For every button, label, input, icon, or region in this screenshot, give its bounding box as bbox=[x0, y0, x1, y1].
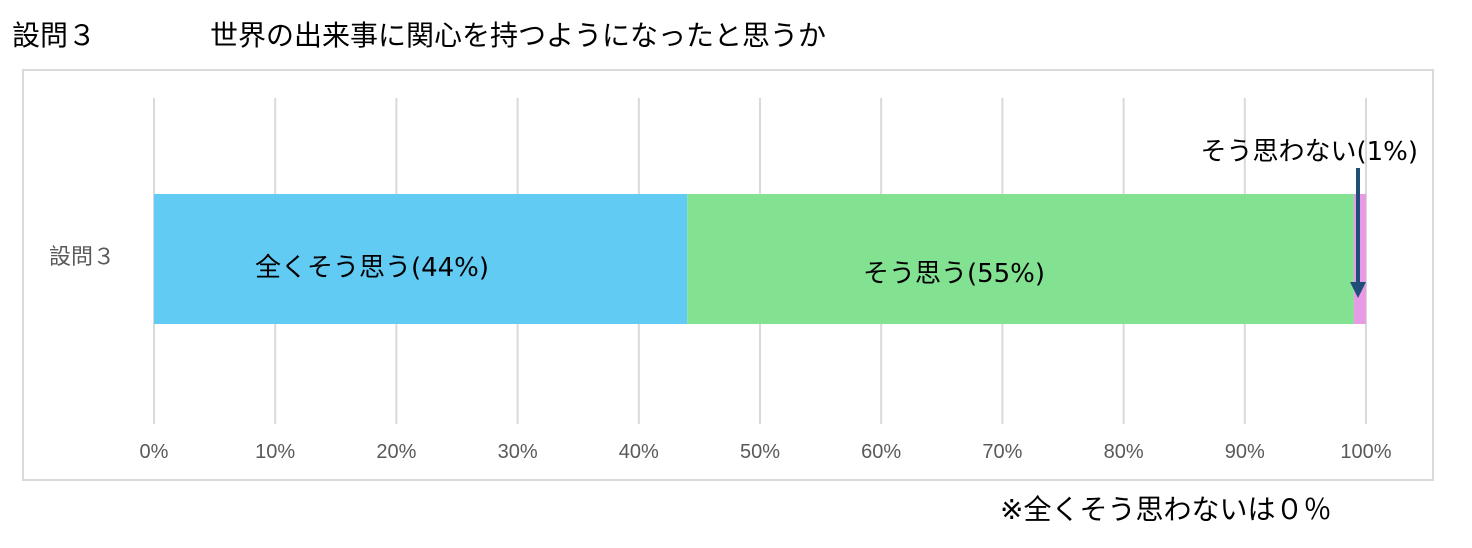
footnote: ※全くそう思わないは０％ bbox=[1000, 493, 1332, 526]
question-number: 設問３ bbox=[12, 19, 97, 52]
x-tick-label: 100% bbox=[1340, 441, 1391, 463]
x-tick-label: 30% bbox=[498, 441, 538, 463]
question-title: 世界の出来事に関心を持つようになったと思うか bbox=[210, 19, 827, 52]
x-tick-label: 80% bbox=[1104, 441, 1144, 463]
data-label: 全くそう思う(44%) bbox=[255, 253, 489, 283]
chart-frame bbox=[22, 69, 1434, 481]
x-tick-label: 90% bbox=[1225, 441, 1265, 463]
bar-segment bbox=[154, 194, 688, 324]
bar-segment bbox=[687, 194, 1354, 324]
data-label: そう思わない(1%) bbox=[1200, 137, 1418, 167]
x-tick-label: 50% bbox=[740, 441, 780, 463]
x-tick-label: 60% bbox=[861, 441, 901, 463]
x-tick-label: 70% bbox=[982, 441, 1022, 463]
x-tick-label: 10% bbox=[255, 441, 295, 463]
data-label: そう思う(55%) bbox=[863, 259, 1045, 289]
y-category-label: 設問３ bbox=[49, 245, 115, 270]
annotation-arrow-head bbox=[1350, 282, 1366, 298]
x-tick-label: 20% bbox=[376, 441, 416, 463]
x-tick-label: 40% bbox=[619, 441, 659, 463]
x-tick-label: 0% bbox=[140, 441, 169, 463]
